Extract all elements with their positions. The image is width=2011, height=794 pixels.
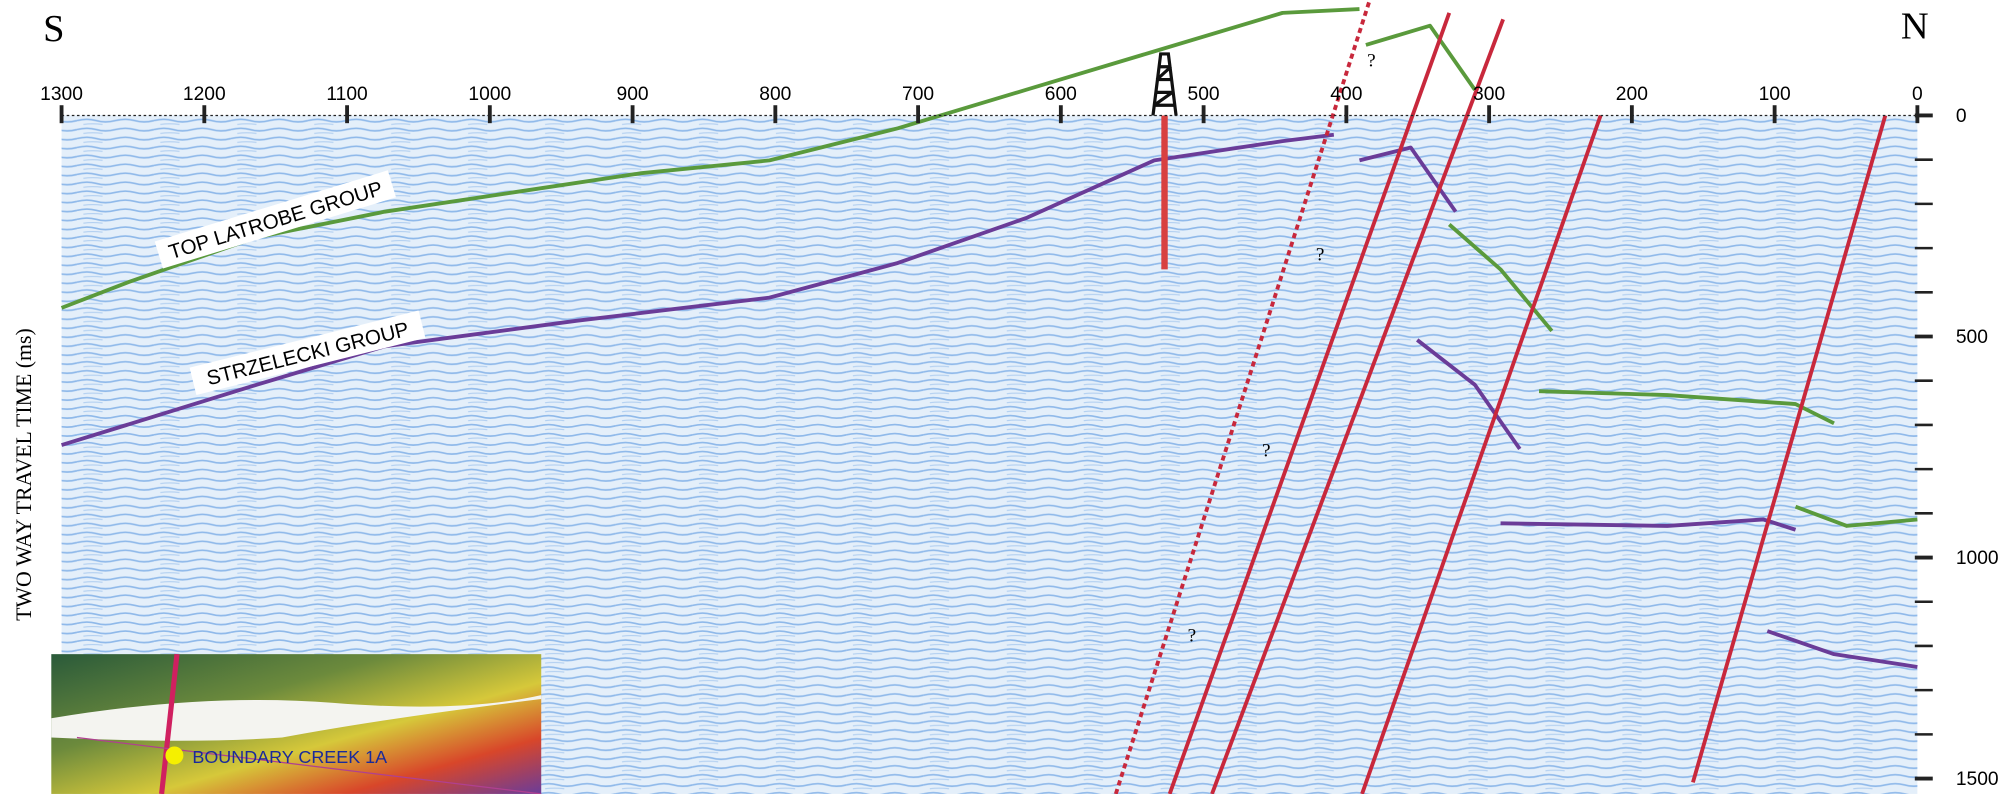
y-tick-label: 500 [1956,327,1988,348]
question-mark: ? [1367,51,1376,72]
x-tick-label: 700 [902,84,934,105]
x-tick-label: 300 [1473,84,1505,105]
x-tick-label: 1000 [468,84,511,105]
x-tick-label: 200 [1616,84,1648,105]
question-mark: ? [1188,625,1197,646]
question-mark: ? [1316,244,1325,265]
x-tick-label: 100 [1759,84,1791,105]
x-tick-label: 0 [1912,84,1923,105]
question-mark: ? [1262,441,1271,462]
x-tick-label: 500 [1188,84,1220,105]
y-tick-label: 0 [1956,106,1967,127]
y-axis: 0 500 1000 1500 [1915,106,1999,790]
y-axis-title: TWO WAY TRAVEL TIME (ms) [12,328,36,621]
right-end-label: N [1901,6,1929,48]
seismic-figure: 1300120011001000900800700600500400300200… [0,0,2011,794]
x-tick-label: 600 [1045,84,1077,105]
inset-map: BOUNDARY CREEK 1A [51,654,541,794]
x-tick-label: 1200 [183,84,226,105]
y-tick-label: 1000 [1956,548,1999,569]
x-tick-label: 1100 [326,84,367,105]
y-tick-label: 1500 [1956,769,1999,790]
x-tick-label: 900 [617,84,649,105]
inset-label: BOUNDARY CREEK 1A [192,747,387,767]
x-tick-label: 400 [1330,84,1362,105]
x-tick-label: 800 [759,84,791,105]
x-tick-label: 1300 [40,84,83,105]
top-latrobe-horizon [1366,26,1475,90]
left-end-label: S [43,8,64,50]
